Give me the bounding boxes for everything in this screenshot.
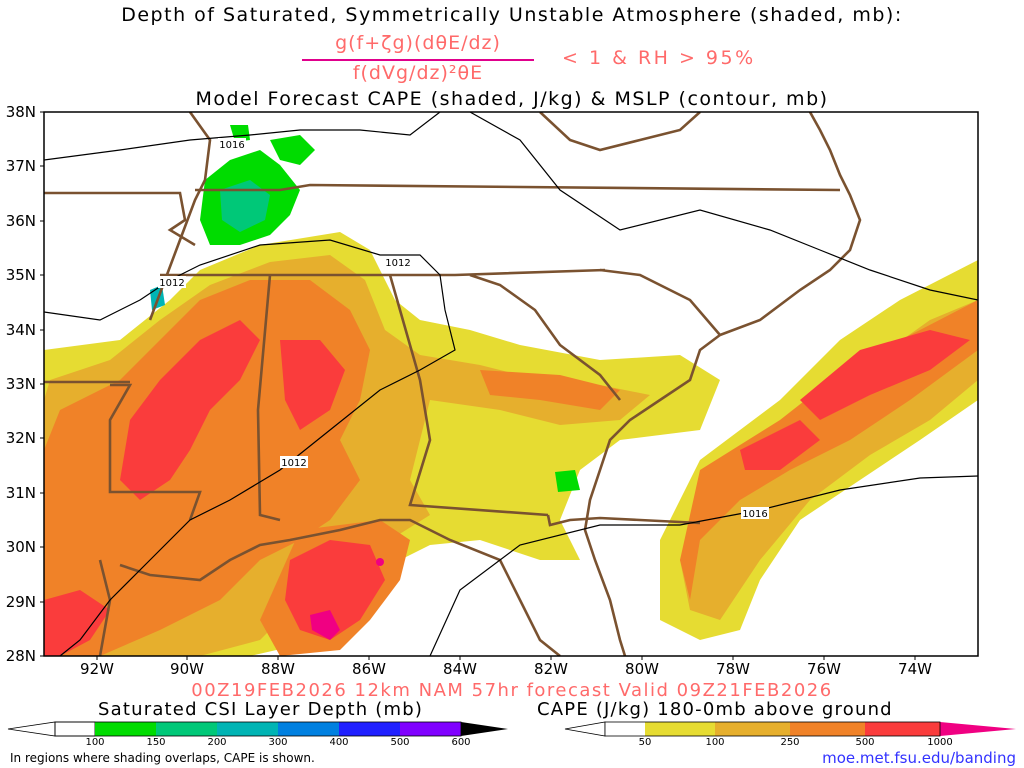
lon-label: 84W bbox=[443, 660, 477, 678]
isobar-label-1012-west: 1012 bbox=[159, 278, 184, 289]
title-line-3: Model Forecast CAPE (shaded, J/kg) & MSL… bbox=[195, 88, 829, 110]
equation-numerator: g(f+ζg)(dθE/dz) bbox=[335, 32, 501, 54]
cape-tick: 50 bbox=[638, 737, 652, 748]
cape-colorbar-title: CAPE (J/kg) 180-0mb above ground bbox=[537, 699, 893, 720]
cape-tick: 1000 bbox=[927, 737, 953, 748]
lon-label: 86W bbox=[352, 660, 386, 678]
isobar-label-1012-east: 1012 bbox=[385, 258, 410, 269]
lon-label: 76W bbox=[807, 660, 841, 678]
title-line-1: Depth of Saturated, Symmetrically Unstab… bbox=[121, 4, 903, 26]
lat-label: 34N bbox=[5, 321, 36, 339]
equation-condition: < 1 & RH > 95% bbox=[562, 47, 756, 69]
csi-tick: 400 bbox=[329, 737, 349, 748]
isobar-label-1016-south: 1016 bbox=[742, 509, 767, 520]
isobar-label-1016-north: 1016 bbox=[219, 140, 244, 151]
lat-label: 33N bbox=[5, 375, 36, 393]
cape-colorbar bbox=[564, 721, 1016, 737]
lat-label: 29N bbox=[5, 593, 36, 611]
csi-tick: 150 bbox=[146, 737, 166, 748]
source-url-link[interactable]: moe.met.fsu.edu/banding bbox=[822, 749, 1016, 767]
lat-label: 37N bbox=[5, 157, 36, 175]
lon-label: 90W bbox=[170, 660, 204, 678]
forecast-valid-line: 00Z19FEB2026 12km NAM 57hr forecast Vali… bbox=[191, 680, 833, 701]
axis-ticks bbox=[40, 111, 916, 660]
lon-label: 82W bbox=[534, 660, 568, 678]
lat-label: 30N bbox=[5, 538, 36, 556]
lon-label: 74W bbox=[898, 660, 932, 678]
csi-tick: 300 bbox=[268, 737, 288, 748]
equation-fraction-bar bbox=[302, 59, 534, 61]
lon-label: 92W bbox=[80, 660, 114, 678]
isobar-labels: 1016 1012 1012 1012 1016 bbox=[158, 138, 769, 520]
isobar-contours bbox=[44, 112, 978, 656]
isobar-label-1012-south: 1012 bbox=[281, 458, 306, 469]
lon-label: 78W bbox=[716, 660, 750, 678]
cape-tick: 250 bbox=[780, 737, 800, 748]
lat-label: 28N bbox=[5, 647, 36, 665]
lat-label: 31N bbox=[5, 484, 36, 502]
cape-tick: 100 bbox=[705, 737, 725, 748]
csi-tick: 100 bbox=[85, 737, 105, 748]
lat-label: 38N bbox=[5, 103, 36, 121]
lat-label: 36N bbox=[5, 212, 36, 230]
lat-label: 32N bbox=[5, 429, 36, 447]
equation-denominator: f(dVg/dz)²θE bbox=[352, 62, 484, 84]
csi-colorbar bbox=[7, 721, 508, 737]
csi-colorbar-title: Saturated CSI Layer Depth (mb) bbox=[98, 699, 424, 720]
lon-label: 80W bbox=[625, 660, 659, 678]
overlap-note: In regions where shading overlaps, CAPE … bbox=[10, 751, 315, 765]
cape-tick: 500 bbox=[855, 737, 875, 748]
csi-tick: 600 bbox=[451, 737, 471, 748]
lat-label: 35N bbox=[5, 266, 36, 284]
csi-tick: 200 bbox=[207, 737, 227, 748]
csi-tick: 500 bbox=[390, 737, 410, 748]
lon-label: 88W bbox=[261, 660, 295, 678]
